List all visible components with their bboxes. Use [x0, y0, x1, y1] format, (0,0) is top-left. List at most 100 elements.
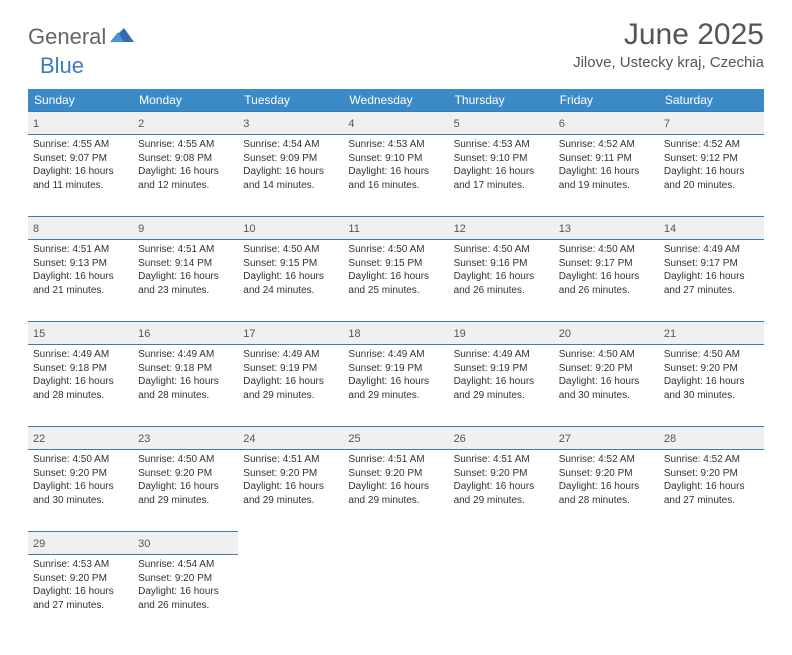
day-details: Sunrise: 4:49 AMSunset: 9:19 PMDaylight:…: [454, 348, 549, 402]
daynum-cell: 24: [238, 427, 343, 450]
day-cell: Sunrise: 4:50 AMSunset: 9:17 PMDaylight:…: [554, 240, 659, 322]
day-details: Sunrise: 4:50 AMSunset: 9:15 PMDaylight:…: [243, 243, 338, 297]
day-details: Sunrise: 4:51 AMSunset: 9:13 PMDaylight:…: [33, 243, 128, 297]
day-cell: Sunrise: 4:55 AMSunset: 9:07 PMDaylight:…: [28, 135, 133, 217]
daynum-cell: [238, 532, 343, 555]
daynum-cell: 10: [238, 217, 343, 240]
content-row: Sunrise: 4:50 AMSunset: 9:20 PMDaylight:…: [28, 450, 764, 532]
day-number: 28: [664, 433, 676, 445]
day-number: 16: [138, 328, 150, 340]
day-number: 6: [559, 118, 565, 130]
daynum-cell: [659, 532, 764, 555]
day-number: 10: [243, 223, 255, 235]
day-number: 3: [243, 118, 249, 130]
day-number: 12: [454, 223, 466, 235]
day-cell: Sunrise: 4:51 AMSunset: 9:20 PMDaylight:…: [343, 450, 448, 532]
day-details: Sunrise: 4:49 AMSunset: 9:19 PMDaylight:…: [348, 348, 443, 402]
day-cell: Sunrise: 4:52 AMSunset: 9:20 PMDaylight:…: [554, 450, 659, 532]
daynum-cell: 11: [343, 217, 448, 240]
content-row: Sunrise: 4:53 AMSunset: 9:20 PMDaylight:…: [28, 555, 764, 637]
daynum-cell: 9: [133, 217, 238, 240]
day-cell: Sunrise: 4:50 AMSunset: 9:20 PMDaylight:…: [554, 345, 659, 427]
day-details: Sunrise: 4:49 AMSunset: 9:17 PMDaylight:…: [664, 243, 759, 297]
day-number: 30: [138, 538, 150, 550]
daynum-row: 15161718192021: [28, 322, 764, 345]
dayname: Monday: [133, 89, 238, 112]
day-number: 29: [33, 538, 45, 550]
daynum-cell: 6: [554, 112, 659, 135]
daynum-cell: [343, 532, 448, 555]
dayname: Saturday: [659, 89, 764, 112]
month-title: June 2025: [573, 18, 764, 52]
daynum-cell: 14: [659, 217, 764, 240]
daynum-cell: 26: [449, 427, 554, 450]
dayname: Tuesday: [238, 89, 343, 112]
day-cell: Sunrise: 4:50 AMSunset: 9:20 PMDaylight:…: [28, 450, 133, 532]
day-details: Sunrise: 4:55 AMSunset: 9:07 PMDaylight:…: [33, 138, 128, 192]
day-number: 15: [33, 328, 45, 340]
daynum-row: 22 23 24 252627 28: [28, 427, 764, 450]
day-details: Sunrise: 4:53 AMSunset: 9:10 PMDaylight:…: [454, 138, 549, 192]
day-details: Sunrise: 4:49 AMSunset: 9:19 PMDaylight:…: [243, 348, 338, 402]
day-cell: Sunrise: 4:49 AMSunset: 9:18 PMDaylight:…: [28, 345, 133, 427]
day-cell: Sunrise: 4:49 AMSunset: 9:18 PMDaylight:…: [133, 345, 238, 427]
day-cell: Sunrise: 4:54 AMSunset: 9:09 PMDaylight:…: [238, 135, 343, 217]
daynum-cell: 29: [28, 532, 133, 555]
day-number: 19: [454, 328, 466, 340]
daynum-cell: 4: [343, 112, 448, 135]
daynum-cell: 16: [133, 322, 238, 345]
day-details: Sunrise: 4:50 AMSunset: 9:20 PMDaylight:…: [559, 348, 654, 402]
daynum-cell: 22: [28, 427, 133, 450]
day-details: Sunrise: 4:49 AMSunset: 9:18 PMDaylight:…: [138, 348, 233, 402]
daynum-cell: 30: [133, 532, 238, 555]
daynum-cell: [449, 532, 554, 555]
daynum-cell: 19: [449, 322, 554, 345]
daynum-cell: 7: [659, 112, 764, 135]
day-number: 5: [454, 118, 460, 130]
daynum-row: 891011121314: [28, 217, 764, 240]
logo-mark-icon: [110, 26, 134, 49]
day-cell: Sunrise: 4:51 AMSunset: 9:20 PMDaylight:…: [238, 450, 343, 532]
day-details: Sunrise: 4:50 AMSunset: 9:20 PMDaylight:…: [138, 453, 233, 507]
content-row: Sunrise: 4:51 AMSunset: 9:13 PMDaylight:…: [28, 240, 764, 322]
day-details: Sunrise: 4:51 AMSunset: 9:20 PMDaylight:…: [348, 453, 443, 507]
day-cell: Sunrise: 4:50 AMSunset: 9:20 PMDaylight:…: [659, 345, 764, 427]
day-cell: Sunrise: 4:53 AMSunset: 9:10 PMDaylight:…: [449, 135, 554, 217]
day-cell: Sunrise: 4:51 AMSunset: 9:14 PMDaylight:…: [133, 240, 238, 322]
day-cell: [343, 555, 448, 637]
daynum-cell: 2: [133, 112, 238, 135]
logo-text-blue: Blue: [40, 53, 84, 78]
header-right: June 2025 Jilove, Ustecky kraj, Czechia: [573, 18, 764, 71]
day-number: 2: [138, 118, 144, 130]
day-number: 14: [664, 223, 676, 235]
dayname-row: Sunday Monday Tuesday Wednesday Thursday…: [28, 89, 764, 112]
dayname: Friday: [554, 89, 659, 112]
day-details: Sunrise: 4:51 AMSunset: 9:20 PMDaylight:…: [243, 453, 338, 507]
day-details: Sunrise: 4:54 AMSunset: 9:20 PMDaylight:…: [138, 558, 233, 612]
daynum-row: 1 2 3 4 5 6 7: [28, 112, 764, 135]
day-details: Sunrise: 4:50 AMSunset: 9:20 PMDaylight:…: [33, 453, 128, 507]
day-number: 24: [243, 433, 255, 445]
daynum-cell: 25: [343, 427, 448, 450]
calendar-page: General June 2025 Jilove, Ustecky kraj, …: [0, 0, 792, 655]
day-details: Sunrise: 4:53 AMSunset: 9:10 PMDaylight:…: [348, 138, 443, 192]
day-cell: Sunrise: 4:51 AMSunset: 9:20 PMDaylight:…: [449, 450, 554, 532]
logo-text-general: General: [28, 24, 106, 50]
daynum-cell: 27: [554, 427, 659, 450]
logo: General: [28, 24, 136, 50]
daynum-cell: 1: [28, 112, 133, 135]
daynum-cell: 15: [28, 322, 133, 345]
day-number: 4: [348, 118, 354, 130]
day-cell: Sunrise: 4:50 AMSunset: 9:15 PMDaylight:…: [238, 240, 343, 322]
daynum-cell: 28: [659, 427, 764, 450]
daynum-cell: 18: [343, 322, 448, 345]
day-number: 1: [33, 118, 39, 130]
day-cell: Sunrise: 4:49 AMSunset: 9:19 PMDaylight:…: [449, 345, 554, 427]
day-details: Sunrise: 4:52 AMSunset: 9:11 PMDaylight:…: [559, 138, 654, 192]
day-number: 23: [138, 433, 150, 445]
location-text: Jilove, Ustecky kraj, Czechia: [573, 54, 764, 71]
daynum-cell: 21: [659, 322, 764, 345]
day-cell: Sunrise: 4:52 AMSunset: 9:11 PMDaylight:…: [554, 135, 659, 217]
day-cell: [554, 555, 659, 637]
day-cell: [238, 555, 343, 637]
